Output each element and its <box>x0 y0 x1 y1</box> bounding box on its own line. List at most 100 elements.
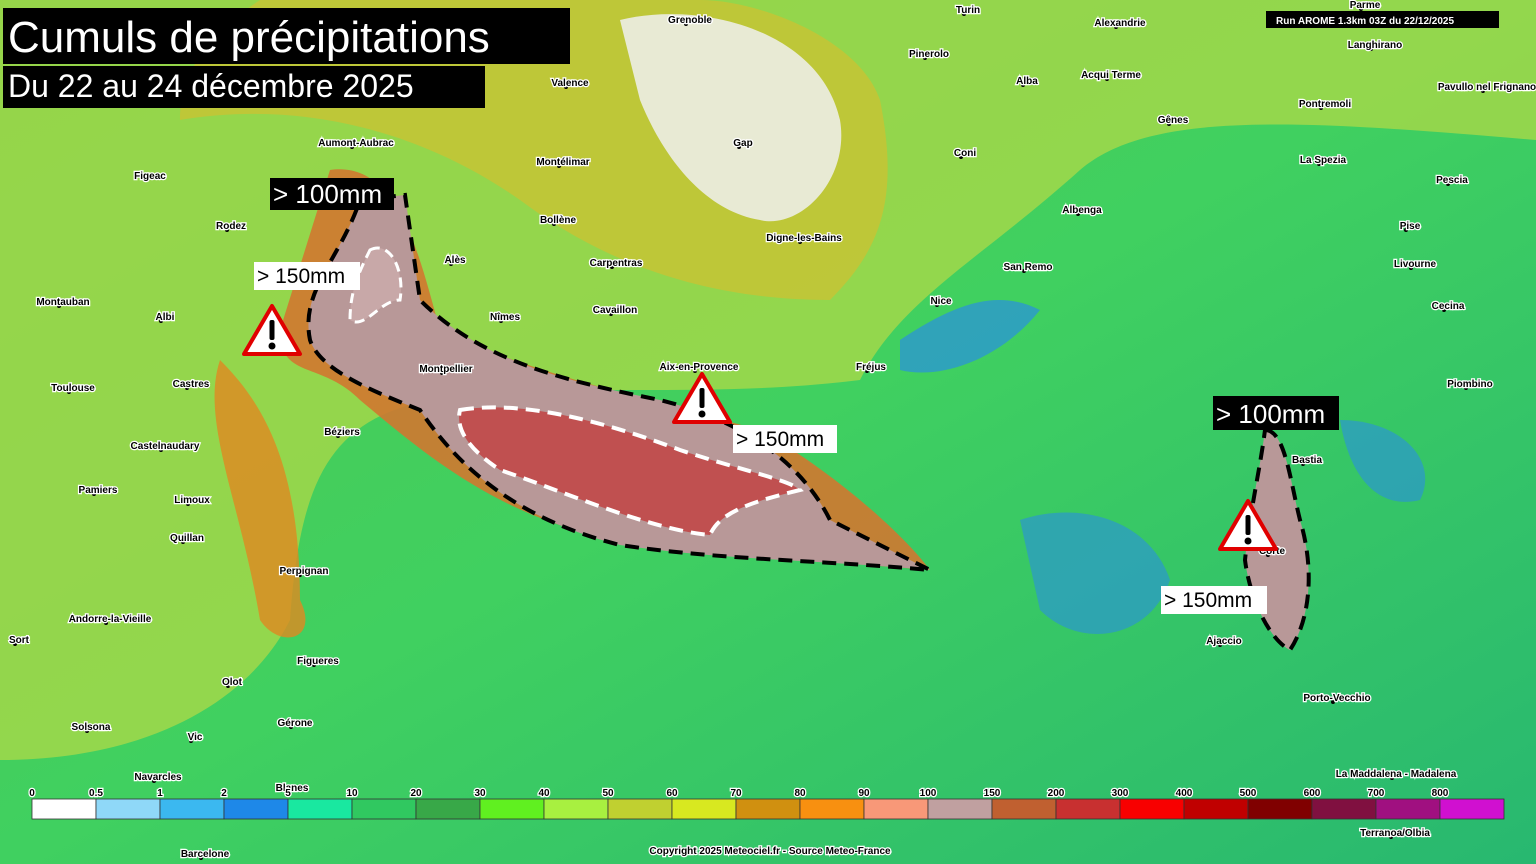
legend-tick: 700 <box>1368 788 1385 799</box>
legend-swatch <box>543 798 609 820</box>
legend-tick: 90 <box>858 788 870 799</box>
legend-swatch <box>351 798 417 820</box>
place-label: Alexandrie <box>1094 18 1146 29</box>
sea-area <box>1340 420 1426 502</box>
place-dot <box>935 303 939 307</box>
annotation: > 150mm <box>736 428 824 451</box>
place-dot <box>959 155 963 159</box>
place-label: Navarcles <box>134 772 182 783</box>
place-dot <box>286 790 290 794</box>
place-label: Alès <box>444 255 466 266</box>
place-dot <box>289 725 293 729</box>
sea-area <box>1020 512 1170 634</box>
place-label: Castres <box>173 379 210 390</box>
legend-tick: 800 <box>1432 788 1449 799</box>
place-dot <box>798 240 802 244</box>
place-dot <box>144 178 148 182</box>
place-dot <box>1076 212 1080 216</box>
place-label: Gap <box>733 138 752 149</box>
place-label: Blanes <box>276 783 309 794</box>
legend-tick: 10 <box>346 788 358 799</box>
place-dot <box>181 540 185 544</box>
place-label: Toulouse <box>51 383 95 394</box>
place-dot <box>1317 162 1321 166</box>
place-label: Terranoa/Olbia <box>1360 828 1430 839</box>
place-dot <box>85 729 89 733</box>
place-dot <box>13 642 17 646</box>
warning-mark <box>269 320 275 340</box>
place-dot <box>564 85 568 89</box>
place-dot <box>557 164 561 168</box>
place-dot <box>1390 776 1394 780</box>
legend-swatch <box>287 798 353 820</box>
annotation: > 100mm <box>273 179 382 209</box>
warning-dot <box>1244 537 1252 545</box>
subtitle: Du 22 au 24 décembre 2025 <box>8 68 414 104</box>
place-label: Quillan <box>170 533 204 544</box>
legend-tick: 2 <box>221 788 227 799</box>
place-dot <box>312 663 316 667</box>
labels: Grenoble Turin Parme Alexandrie Valence Aumon… <box>8 0 1536 861</box>
place-dot <box>610 265 614 269</box>
place-label: Grenoble <box>668 15 712 26</box>
place-dot <box>865 369 869 373</box>
place-label: Cavaillon <box>593 305 637 316</box>
annotation-box <box>270 178 394 210</box>
place-dot <box>159 319 163 323</box>
legend-swatch <box>1183 798 1249 820</box>
place-dot <box>1409 266 1413 270</box>
place-dot <box>186 502 190 506</box>
place-dot <box>684 22 688 26</box>
place-label: Castelnaudary <box>131 441 200 452</box>
place-label: Valence <box>551 78 589 89</box>
place-label: San Remo <box>1004 262 1053 273</box>
place-label: Limoux <box>174 495 210 506</box>
legend-swatch <box>31 798 97 820</box>
legend-tick: 600 <box>1304 788 1321 799</box>
place-label: Pescia <box>1436 175 1468 186</box>
place-dot <box>92 492 96 496</box>
annotation: > 150mm <box>1164 589 1252 612</box>
place-label: Sort <box>9 635 30 646</box>
place-dot <box>1481 89 1485 93</box>
title-box <box>3 8 570 64</box>
place-label: Digne-les-Bains <box>766 233 842 244</box>
legend-tick: 100 <box>920 788 937 799</box>
annotation-box <box>1161 586 1267 614</box>
place-label: Figueres <box>297 656 339 667</box>
legend-swatch <box>223 798 289 820</box>
legend-tick: 5 <box>285 788 291 799</box>
legend-tick: 70 <box>730 788 742 799</box>
place-dot <box>1319 106 1323 110</box>
legend-swatch <box>159 798 225 820</box>
place-label: Nîmes <box>490 312 520 323</box>
place-dot <box>225 228 229 232</box>
place-dot <box>923 56 927 60</box>
legend-swatch <box>1311 798 1377 820</box>
place-label: Barcelone <box>181 849 230 860</box>
place-label: Alba <box>1016 76 1038 87</box>
snow-area <box>620 14 842 222</box>
place-label: Pontremoli <box>1299 99 1351 110</box>
place-label: Cecina <box>1432 301 1465 312</box>
legend-tick: 30 <box>474 788 486 799</box>
place-label: Bastia <box>1292 455 1322 466</box>
place-dot <box>1446 182 1450 186</box>
place-label: La Maddalena - Madalena <box>1336 769 1457 780</box>
annotation-box <box>1213 396 1339 430</box>
legend-tick: 20 <box>410 788 422 799</box>
legend-swatch <box>415 798 481 820</box>
legend-tick: 0 <box>29 788 35 799</box>
annotation-box <box>733 425 837 453</box>
legend-swatch <box>927 798 993 820</box>
place-dot <box>552 222 556 226</box>
place-dot <box>1021 83 1025 87</box>
place-label: Porto-Vecchio <box>1303 693 1370 704</box>
place-dot <box>737 145 741 149</box>
place-dot <box>104 621 108 625</box>
place-dot <box>440 371 444 375</box>
legend-tick: 200 <box>1048 788 1065 799</box>
place-label: Aix-en-Provence <box>660 362 739 373</box>
